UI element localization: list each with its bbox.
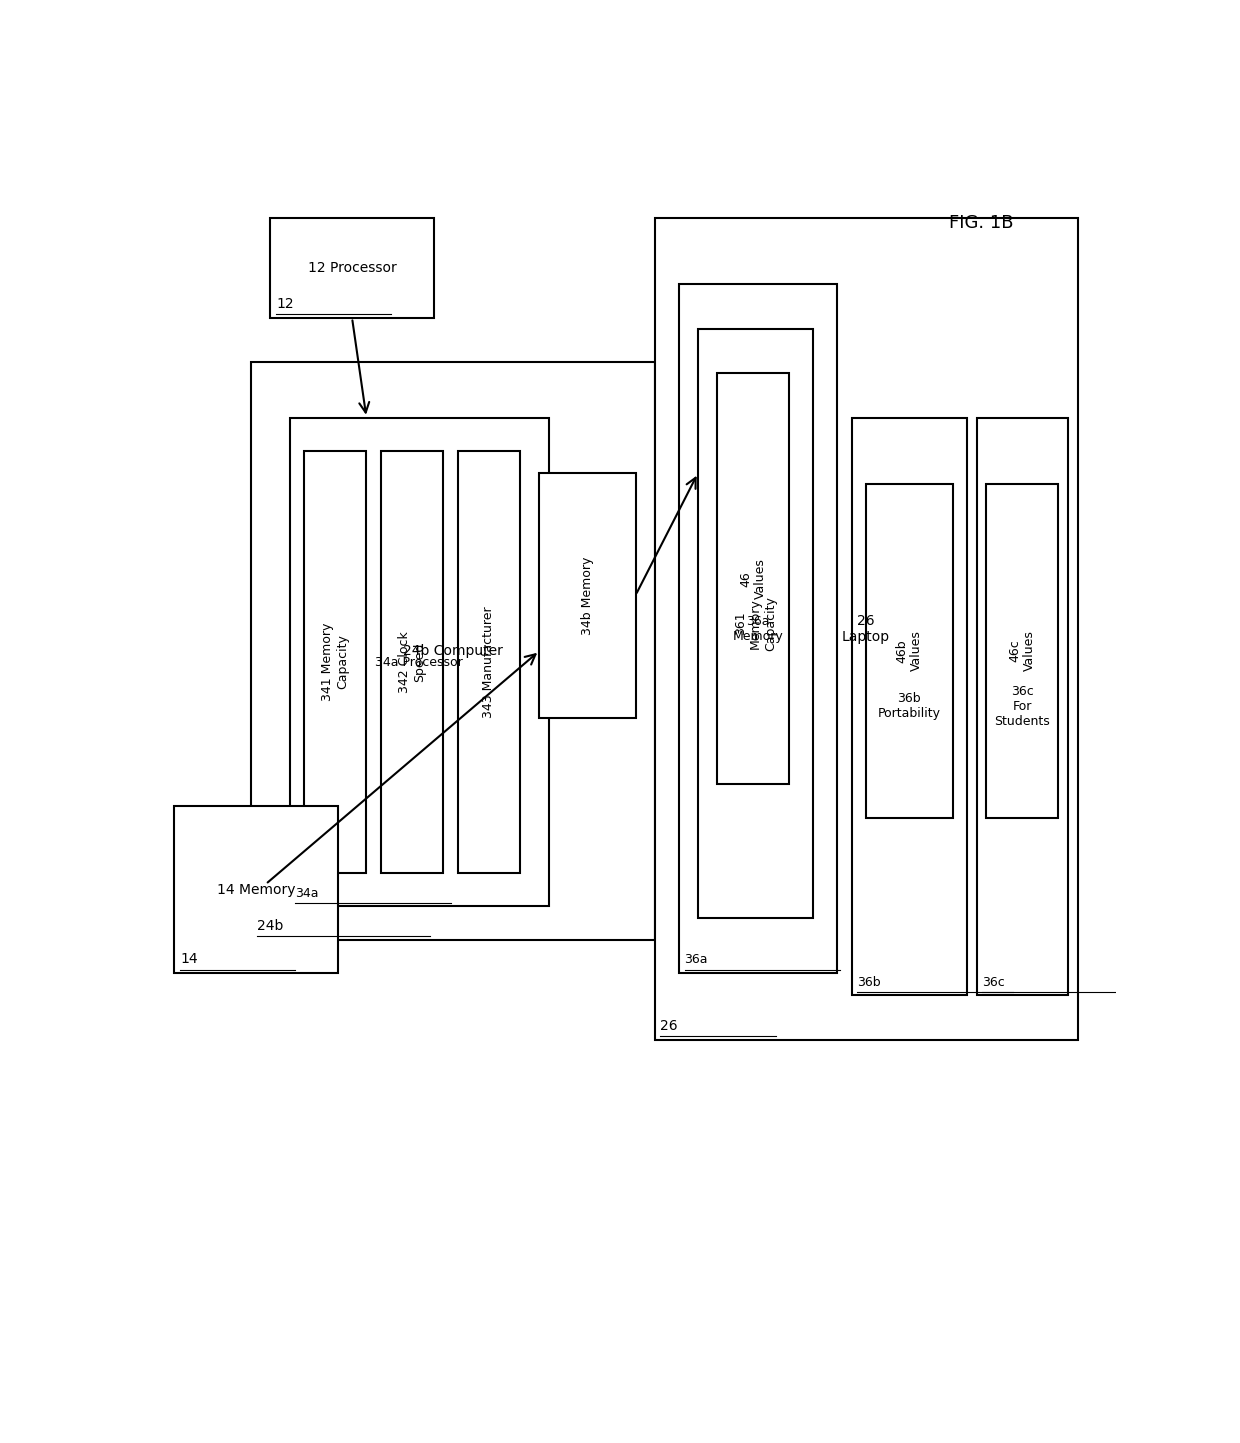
FancyBboxPatch shape [717,374,789,785]
FancyBboxPatch shape [270,218,434,317]
FancyBboxPatch shape [852,417,967,996]
Text: 343 Manufacturer: 343 Manufacturer [482,606,496,717]
FancyBboxPatch shape [539,473,635,717]
Text: 361
Memory
Capacity: 361 Memory Capacity [734,596,777,651]
Text: 34a Processor: 34a Processor [376,655,464,668]
FancyBboxPatch shape [977,417,1068,996]
Text: 34b Memory: 34b Memory [582,556,594,635]
FancyBboxPatch shape [698,329,813,918]
Text: 46c
Values: 46c Values [1008,631,1037,671]
FancyBboxPatch shape [866,485,952,818]
Text: 341 Memory
Capacity: 341 Memory Capacity [321,623,350,701]
FancyBboxPatch shape [986,485,1058,818]
FancyBboxPatch shape [458,450,521,873]
FancyBboxPatch shape [655,218,1078,1040]
Text: 14: 14 [180,952,197,967]
Text: 12 Processor: 12 Processor [308,261,397,274]
Text: 14 Memory: 14 Memory [217,883,295,898]
Text: 34a: 34a [295,887,319,900]
Text: 46b
Values: 46b Values [895,631,924,671]
Text: 36b
Portability: 36b Portability [878,693,941,720]
Text: 36c: 36c [982,975,1006,988]
Text: 26
Laptop: 26 Laptop [842,613,890,644]
FancyBboxPatch shape [250,362,655,939]
Text: 24b Computer: 24b Computer [403,644,503,658]
FancyBboxPatch shape [381,450,444,873]
Text: FIG. 1B: FIG. 1B [949,214,1014,232]
Text: 24b: 24b [257,919,283,934]
Text: 12: 12 [277,297,294,310]
Text: 36b: 36b [858,975,882,988]
FancyBboxPatch shape [678,284,837,973]
Text: 36c
For
Students: 36c For Students [994,685,1050,727]
Text: 36a: 36a [684,954,708,967]
FancyBboxPatch shape [290,417,549,906]
Text: 26: 26 [661,1019,678,1033]
Text: 36a
Memory: 36a Memory [733,615,784,642]
FancyBboxPatch shape [174,807,337,973]
FancyBboxPatch shape [304,450,367,873]
Text: 46
Values: 46 Values [739,558,768,599]
Text: 342 Clock
Speed: 342 Clock Speed [398,631,427,693]
